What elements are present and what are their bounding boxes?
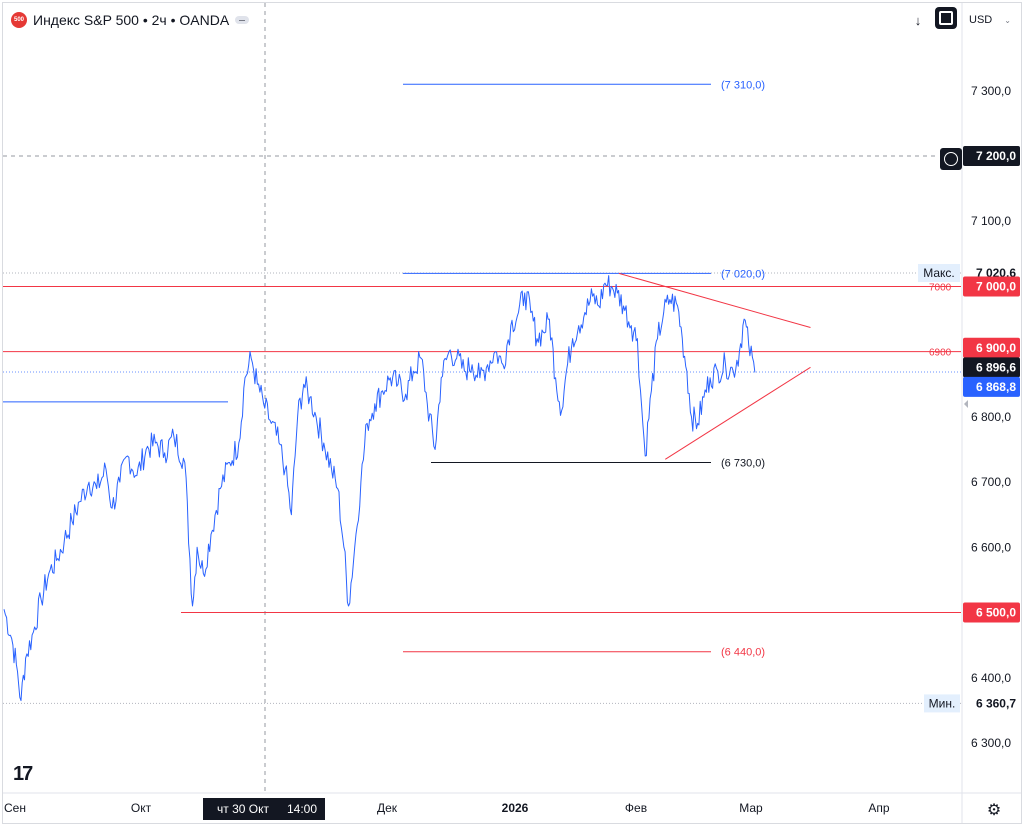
badge-min-box xyxy=(963,693,1020,714)
badge-7000-box xyxy=(963,276,1020,297)
chart-svg[interactable]: (7 310,0) (7 020,0) (6 730,0) (6 440,0) 7000… xyxy=(3,3,1021,823)
crosshair-date-box xyxy=(203,798,325,820)
y-tick-label: 6 400,0 xyxy=(971,671,1011,685)
currency-label: USD xyxy=(969,14,993,26)
min-tag-label: Мин. xyxy=(929,696,956,710)
y-tick-label: 6 600,0 xyxy=(971,540,1011,554)
annotation-7020: (7 020,0) xyxy=(721,268,765,280)
symbol-title[interactable]: Индекс S&P 500 • 2ч • OANDA xyxy=(33,12,230,28)
plus-circle-icon xyxy=(944,152,958,166)
x-tick-label: Мар xyxy=(739,801,763,815)
x-tick-label: Дек xyxy=(377,801,398,815)
triangle-upper-trendline xyxy=(618,272,811,329)
y-tick-label: 6 800,0 xyxy=(971,410,1011,424)
tradingview-logo: 17 xyxy=(13,763,33,785)
scroll-down-button[interactable]: ↓ xyxy=(914,12,922,28)
badge-current-box xyxy=(963,376,1020,397)
max-tag-box xyxy=(918,264,960,283)
chart-header: 500 Индекс S&P 500 • 2ч • OANDA xyxy=(11,9,250,31)
fullscreen-button[interactable] xyxy=(935,7,957,29)
symbol-logo: 500 xyxy=(11,12,27,28)
annotation-7000: 7000 xyxy=(929,282,952,293)
y-tick-label: 7 100,0 xyxy=(971,214,1011,228)
badge-7000: 7 000,0 xyxy=(976,279,1016,293)
annotation-6440: (6 440,0) xyxy=(721,647,765,659)
currency-select[interactable]: USD ⌄ xyxy=(965,8,1017,32)
triangle-lower-trendline xyxy=(664,366,811,460)
collapse-pill-icon[interactable] xyxy=(235,16,250,24)
price-series-line xyxy=(3,275,756,702)
badge-6900: 6 900,0 xyxy=(976,341,1016,355)
badge-6500: 6 500,0 xyxy=(976,606,1016,620)
annotation-6900: 6900 xyxy=(929,348,952,359)
badge-last-close-box xyxy=(963,357,1020,378)
add-alert-button[interactable] xyxy=(940,148,962,170)
min-tag-box xyxy=(924,694,960,713)
fullscreen-icon xyxy=(939,11,953,25)
x-tick-label: Сен xyxy=(4,801,26,815)
y-tick-label: 6 700,0 xyxy=(971,475,1011,489)
badge-6900-box xyxy=(963,337,1020,358)
annotation-6730: (6 730,0) xyxy=(721,458,765,470)
chevron-down-icon: ⌄ xyxy=(1004,15,1011,25)
settings-gear-icon[interactable]: ⚙ xyxy=(986,802,1002,819)
crosshair-time-label: 14:00 xyxy=(287,802,317,816)
x-tick-label: Апр xyxy=(868,801,890,815)
axis-scroll-arrow-icon xyxy=(964,400,968,408)
badge-7200-box xyxy=(963,146,1020,166)
badge-min: 6 360,7 xyxy=(976,696,1016,710)
badge-current: 6 868,8 xyxy=(976,380,1016,394)
badge-last-close: 6 896,6 xyxy=(976,360,1016,374)
x-tick-label: 2026 xyxy=(502,801,529,815)
max-tag-label: Макс. xyxy=(923,266,955,280)
x-tick-label: Окт xyxy=(131,801,152,815)
badge-7200: 7 200,0 xyxy=(976,149,1016,163)
x-tick-label: Фев xyxy=(625,801,647,815)
y-tick-label: 7 300,0 xyxy=(971,84,1011,98)
y-tick-label: 6 300,0 xyxy=(971,736,1011,750)
crosshair-date-label: чт 30 Окт xyxy=(217,802,269,816)
badge-6500-box xyxy=(963,602,1020,623)
annotation-7310: (7 310,0) xyxy=(721,79,765,91)
